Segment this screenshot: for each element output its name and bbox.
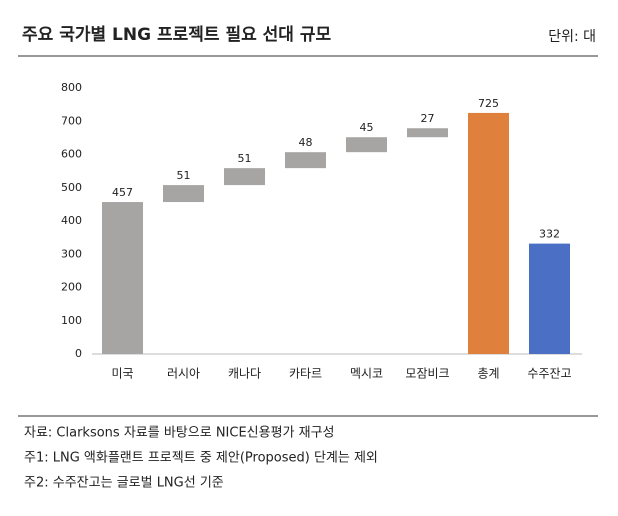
y-tick-label: 800 [61, 81, 82, 94]
bar [163, 185, 204, 203]
y-tick-label: 400 [61, 214, 82, 227]
value-label: 725 [478, 97, 499, 110]
x-tick-label: 카타르 [289, 367, 322, 381]
value-label: 332 [539, 228, 560, 241]
value-label: 45 [360, 121, 374, 134]
value-label: 51 [177, 169, 191, 182]
note: 자료: Clarksons 자료를 바탕으로 NICE신용평가 재구성 [24, 426, 335, 441]
x-tick-label: 총계 [477, 367, 499, 381]
y-tick-label: 100 [61, 314, 82, 327]
y-tick-label: 0 [75, 347, 82, 360]
x-tick-label: 러시아 [167, 367, 200, 381]
x-tick-label: 멕시코 [350, 367, 383, 381]
bar [529, 243, 570, 354]
value-label: 48 [299, 136, 313, 149]
x-tick-label: 수주잔고 [527, 367, 571, 381]
y-tick-label: 500 [61, 181, 82, 194]
y-tick-label: 300 [61, 247, 82, 260]
bar [407, 128, 448, 138]
unit-label: 단위: 대 [548, 29, 596, 45]
x-tick-label: 모잠비크 [405, 367, 449, 381]
bar [346, 137, 387, 153]
bar [468, 112, 509, 354]
bar [224, 168, 265, 186]
x-tick-label: 미국 [111, 367, 133, 381]
value-label: 27 [421, 112, 435, 125]
note: 주2: 수주잔고는 글로벌 LNG선 기준 [24, 476, 224, 491]
value-label: 457 [112, 186, 133, 199]
y-tick-label: 600 [61, 148, 82, 161]
y-tick-label: 200 [61, 281, 82, 294]
bar [102, 202, 143, 354]
value-label: 51 [238, 152, 252, 165]
chart-title: 주요 국가별 LNG 프로젝트 필요 선대 규모 [22, 25, 331, 45]
bar [285, 152, 326, 169]
y-tick-label: 700 [61, 114, 82, 127]
note: 주1: LNG 액화플랜트 프로젝트 중 제안(Proposed) 단계는 제외 [24, 451, 378, 466]
x-tick-label: 캐나다 [228, 367, 261, 381]
